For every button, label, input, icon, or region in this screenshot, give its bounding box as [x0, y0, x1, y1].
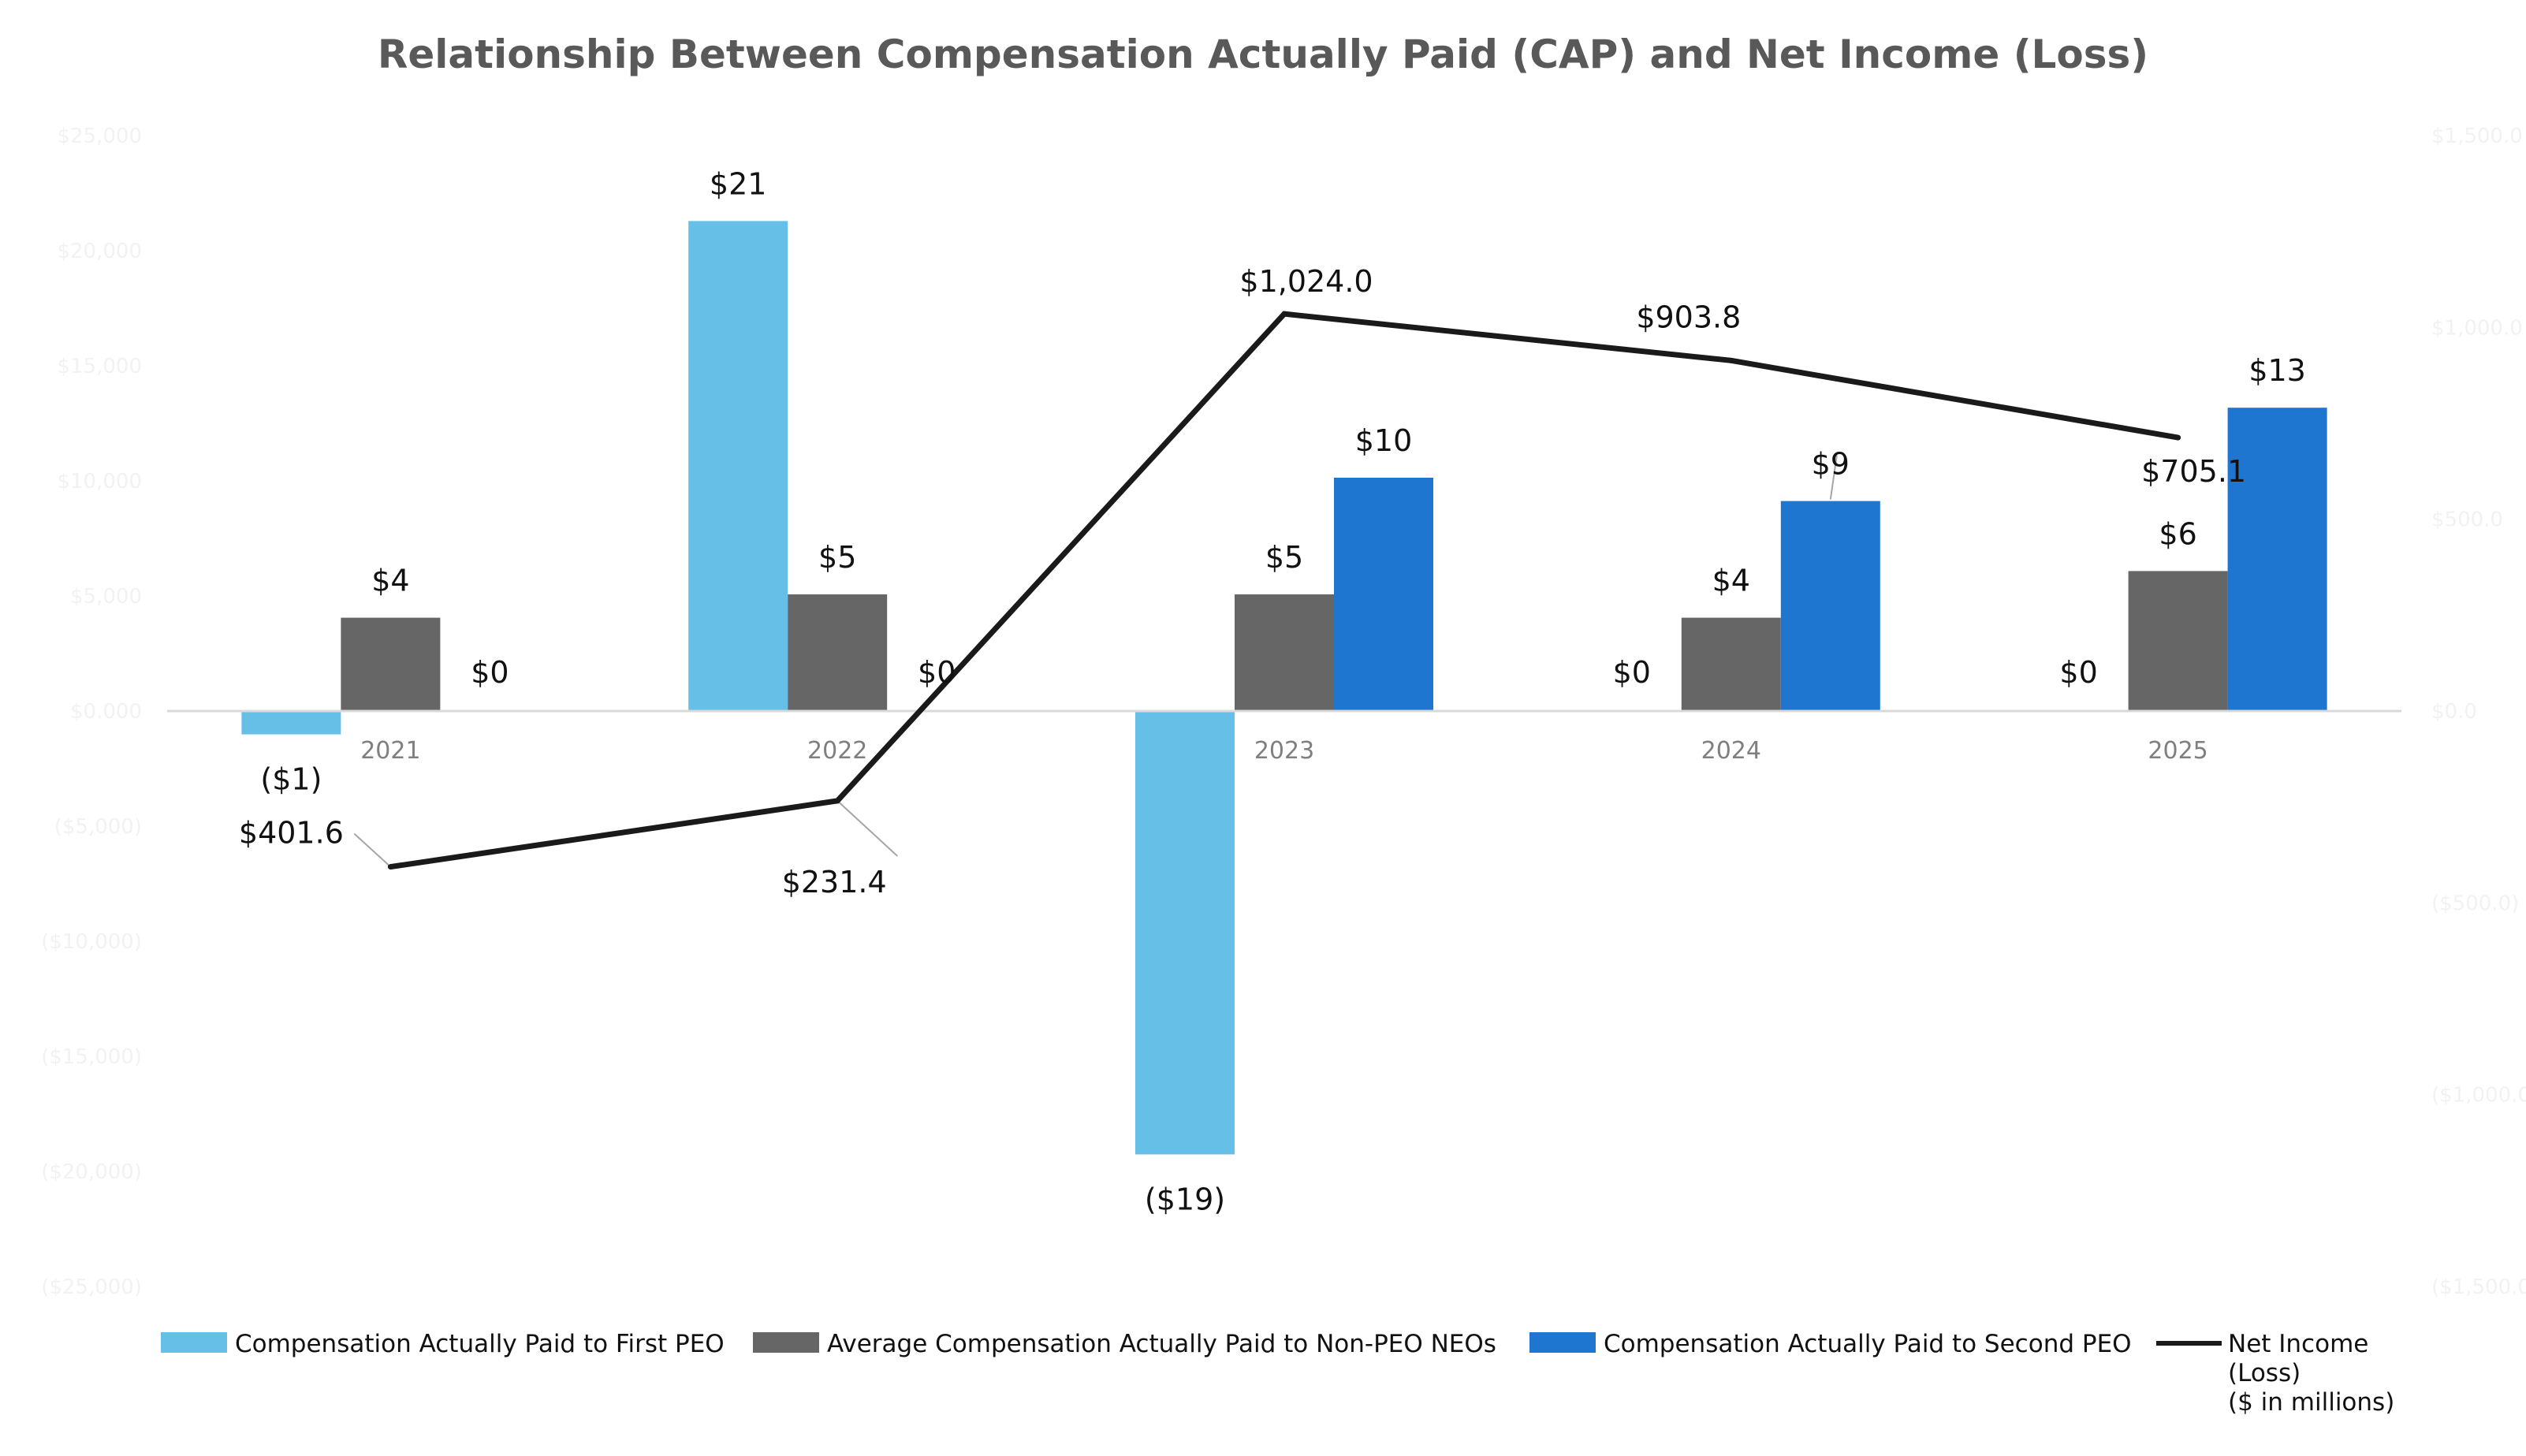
right-tick-label: ($500.0) — [2431, 892, 2519, 915]
left-tick-label: ($20,000) — [41, 1160, 142, 1184]
legend-swatch — [161, 1332, 227, 1353]
leader-lines — [353, 455, 1838, 868]
bar-first-peo — [1135, 711, 1235, 1155]
x-axis-ticks: 2021 2022 2023 2024 2025 — [360, 737, 2208, 765]
bar-second-peo — [1334, 478, 1433, 711]
x-tick-label: 2021 — [360, 737, 420, 765]
bar-non-peo-neo — [2128, 571, 2228, 711]
bar-data-label: $4 — [371, 564, 409, 598]
right-tick-label: ($1,000.0) — [2431, 1084, 2526, 1108]
line-data-label: $705.1 — [2141, 454, 2246, 489]
left-tick-label: $0.000 — [70, 700, 142, 724]
right-tick-label: $500.0 — [2431, 508, 2503, 532]
x-tick-label: 2023 — [1254, 737, 1314, 765]
bar-non-peo-neo — [1235, 594, 1334, 711]
bar-data-label: $9 — [1812, 447, 1850, 482]
left-tick-label: $25,000 — [57, 125, 142, 148]
bar-marks — [241, 221, 2327, 1155]
left-axis-ticks: $25,000 $20,000 $15,000 $10,000 $5,000 $0.000… — [41, 125, 142, 1299]
legend-label: Net Income — [2228, 1330, 2368, 1358]
left-tick-label: $15,000 — [57, 355, 142, 378]
line-data-label: $1,024.0 — [1239, 264, 1373, 299]
bar-data-label: $0 — [1613, 655, 1651, 690]
legend-label: (Loss) — [2228, 1359, 2301, 1387]
left-tick-label: ($15,000) — [41, 1045, 142, 1069]
legend: Compensation Actually Paid to First PEO A… — [161, 1330, 2394, 1417]
bar-data-label: $0 — [918, 655, 956, 690]
net-income-point — [1281, 311, 1287, 317]
left-tick-label: $5,000 — [70, 585, 142, 609]
net-income-line-group — [387, 311, 2181, 870]
legend-swatch — [753, 1332, 819, 1353]
leader-line — [836, 800, 898, 857]
leader-line — [1829, 455, 1838, 500]
right-tick-label: $1,500.0 — [2431, 125, 2523, 148]
bar-second-peo — [2227, 408, 2327, 711]
data-labels: ($1) $21 ($19) $0 $0 $4 $5 $5 $4 $6 $0 $0 $10 $9 $13 $4… — [239, 166, 2306, 1216]
net-income-point — [387, 864, 393, 870]
bar-non-peo-neo — [788, 594, 888, 711]
net-income-point — [2175, 434, 2181, 441]
line-data-label: $401.6 — [239, 816, 344, 851]
right-tick-label: $0.0 — [2431, 700, 2477, 724]
net-income-point — [1728, 357, 1734, 363]
x-tick-label: 2024 — [1701, 737, 1761, 765]
bar-data-label: $5 — [1265, 540, 1303, 575]
bar-data-label: $21 — [710, 166, 767, 201]
x-tick-label: 2022 — [807, 737, 867, 765]
left-tick-label: $10,000 — [57, 470, 142, 493]
legend-label: Compensation Actually Paid to Second PEO — [1604, 1330, 2132, 1358]
legend-label: ($ in millions) — [2228, 1388, 2394, 1417]
bar-second-peo — [1780, 501, 1880, 711]
bar-data-label: ($19) — [1145, 1182, 1225, 1216]
right-tick-label: ($1,500.0) — [2431, 1275, 2526, 1299]
legend-label: Average Compensation Actually Paid to No… — [827, 1330, 1496, 1358]
bar-data-label: $13 — [2248, 353, 2306, 388]
leader-line — [353, 832, 392, 868]
right-axis-ticks: $1,500.0 $1,000.0 $500.0 $0.0 ($500.0) ($1,00… — [2431, 125, 2526, 1299]
bar-non-peo-neo — [341, 617, 441, 711]
bar-non-peo-neo — [1681, 617, 1781, 711]
chart-title: Relationship Between Compensation Actual… — [378, 32, 2148, 77]
line-data-label: $231.4 — [782, 865, 887, 899]
left-tick-label: ($5,000) — [54, 815, 142, 839]
bar-data-label: $0 — [471, 655, 509, 690]
right-tick-label: $1,000.0 — [2431, 316, 2523, 340]
bar-data-label: $4 — [1712, 564, 1750, 598]
left-tick-label: ($10,000) — [41, 930, 142, 954]
bar-data-label: $0 — [2059, 655, 2097, 690]
left-tick-label: $20,000 — [57, 240, 142, 263]
bar-first-peo — [241, 711, 341, 735]
bar-data-label: $10 — [1355, 423, 1413, 458]
bar-data-label: $5 — [818, 540, 856, 575]
left-tick-label: ($25,000) — [41, 1275, 142, 1299]
bar-data-label: ($1) — [260, 762, 322, 797]
legend-swatch — [1529, 1332, 1596, 1353]
line-data-label: $903.8 — [1636, 300, 1741, 334]
bar-data-label: $6 — [2159, 516, 2196, 551]
bar-first-peo — [688, 221, 788, 711]
net-income-point — [834, 798, 840, 804]
x-tick-label: 2025 — [2148, 737, 2207, 765]
net-income-line — [389, 311, 2179, 870]
legend-label: Compensation Actually Paid to First PEO — [235, 1330, 725, 1358]
